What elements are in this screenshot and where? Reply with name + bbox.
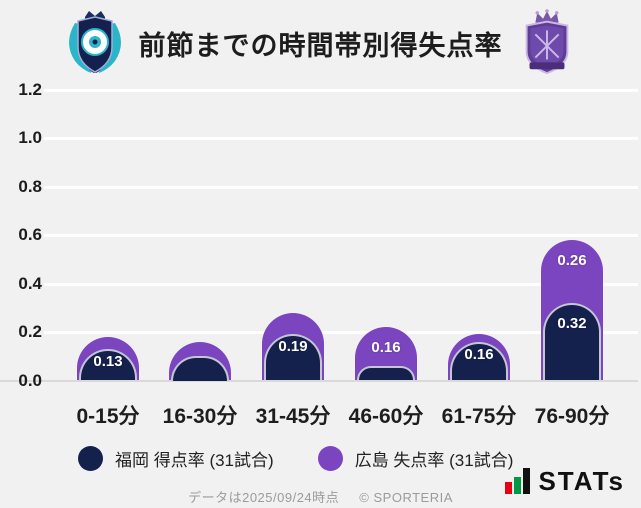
y-tick-label-0.2: 0.2: [18, 322, 42, 341]
page-title: 前節までの時間帯別得失点率: [138, 30, 503, 61]
gridline-0.8: [44, 185, 638, 189]
value-label-fukuoka-76-90分: 0.32: [557, 314, 587, 332]
y-tick-label-0.4: 0.4: [18, 273, 42, 293]
value-label-hiroshima-76-90分: 0.26: [557, 251, 587, 269]
x-axis-label-0-15分: 0-15分: [76, 405, 140, 428]
bar-chart-icon: [505, 468, 531, 494]
bar-fukuoka-46-60分: [357, 365, 415, 381]
gridline-1.0: [44, 137, 638, 140]
legend-item-fukuoka: 福岡 得点率 (31試合): [78, 446, 274, 471]
x-axis-label-16-30分: 16-30分: [162, 405, 238, 428]
legend-label-fukuoka: 福岡 得点率 (31試合): [115, 451, 274, 470]
copyright-text: © SPORTERIA: [359, 490, 453, 505]
x-axis-label-31-45分: 31-45分: [255, 405, 331, 428]
y-tick-label-0.0: 0.0: [18, 370, 42, 390]
gridline-0.4: [44, 282, 638, 286]
fukuoka-legend-dot-icon: [78, 446, 103, 471]
y-tick-label-1.2: 1.2: [18, 79, 42, 99]
value-label-hiroshima-46-60分: 0.16: [371, 339, 401, 357]
gridline-0.6: [44, 234, 638, 237]
x-axis-label-46-60分: 46-60分: [348, 405, 424, 428]
hiroshima-legend-dot-icon: [317, 446, 343, 471]
bar-fukuoka-16-30分: [171, 356, 229, 381]
header: 前節までの時間帯別得失点率: [0, 8, 641, 78]
value-label-fukuoka-61-75分: 0.16: [464, 345, 494, 363]
y-tick-label-1.0: 1.0: [18, 128, 42, 147]
stats-brand-logo: STATs: [505, 468, 625, 494]
sanfrecce-hiroshima-crest-icon: [525, 9, 568, 75]
y-tick-label-0.8: 0.8: [18, 176, 42, 196]
legend-label-hiroshima: 広島 失点率 (31試合): [354, 451, 514, 470]
value-label-fukuoka-0-15分: 0.13: [93, 352, 123, 370]
data-date-note: データは2025/09/24時点: [188, 490, 340, 505]
brand-text: STATs: [538, 466, 625, 496]
gridline-1.2: [44, 88, 638, 92]
chart-legend: 福岡 得点率 (31試合) 広島 失点率 (31試合): [78, 446, 513, 471]
x-axis-label-76-90分: 76-90分: [534, 405, 610, 428]
bar-fukuoka-76-90分: [543, 302, 601, 381]
gridline-0.2: [44, 331, 638, 334]
avispa-fukuoka-crest-icon: [68, 11, 121, 73]
x-axis-label-61-75分: 61-75分: [441, 405, 517, 428]
value-label-fukuoka-31-45分: 0.19: [278, 338, 308, 356]
legend-item-hiroshima: 広島 失点率 (31試合): [317, 446, 514, 471]
gridline-0.0: [0, 379, 638, 382]
footer: データは2025/09/24時点 © SPORTERIA: [0, 487, 641, 506]
bar-fukuoka-31-45分: [264, 334, 322, 381]
y-tick-label-0.6: 0.6: [18, 225, 42, 244]
